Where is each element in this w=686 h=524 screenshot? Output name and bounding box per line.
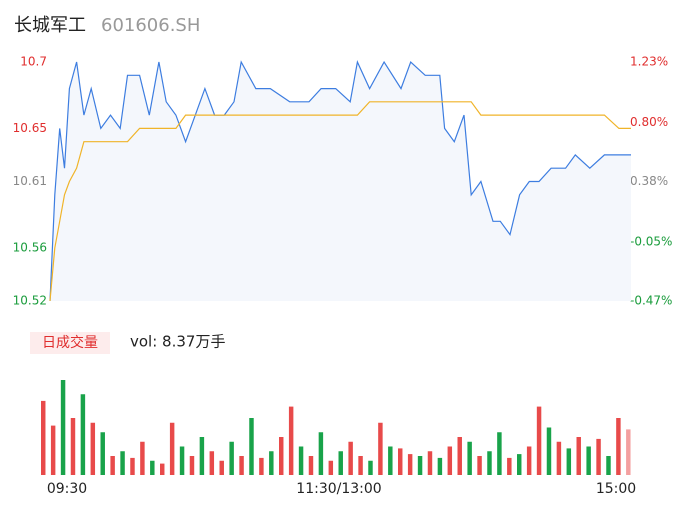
y2-tick-label: -0.47% xyxy=(630,294,672,308)
volume-bar xyxy=(626,429,631,475)
average-line xyxy=(49,101,631,302)
volume-bar xyxy=(477,456,482,475)
volume-bar xyxy=(70,418,76,475)
volume-bar xyxy=(41,400,46,475)
volume-bar xyxy=(209,451,215,475)
volume-bar xyxy=(229,441,234,475)
volume-label: 日成交量 xyxy=(42,334,98,351)
volume-bar xyxy=(328,460,334,475)
volume-bar xyxy=(130,457,135,475)
x-tick-label: 11:30/13:00 xyxy=(296,481,381,497)
volume-bar xyxy=(417,456,423,475)
stock-code: 601606.SH xyxy=(101,15,200,36)
volume-bar xyxy=(100,432,105,475)
volume-bar xyxy=(388,446,393,475)
volume-bar xyxy=(526,446,532,475)
volume-bar xyxy=(308,456,314,475)
volume-bar xyxy=(427,451,433,475)
volume-bar xyxy=(279,437,284,475)
y-tick-label: 10.56 xyxy=(13,240,47,254)
volume-bar xyxy=(507,457,512,475)
volume-bar xyxy=(80,394,86,475)
volume-bar xyxy=(407,454,413,475)
y-tick-label: 10.65 xyxy=(13,121,47,135)
volume-bar xyxy=(298,446,304,475)
y2-tick-label: 0.38% xyxy=(630,174,668,188)
volume-bar xyxy=(90,422,96,475)
volume-bar xyxy=(249,418,254,475)
volume-bar xyxy=(60,380,66,475)
volume-bar xyxy=(497,432,502,475)
volume-bar xyxy=(348,441,353,475)
volume-bar xyxy=(288,406,294,475)
volume-bar xyxy=(566,448,572,475)
volume-bar xyxy=(596,438,601,475)
volume-bar xyxy=(140,441,145,475)
volume-bar xyxy=(189,456,195,475)
volume-bar xyxy=(110,456,115,475)
x-tick-label: 09:30 xyxy=(47,481,87,497)
volume-bar xyxy=(169,422,175,475)
volume-bar xyxy=(338,451,343,475)
volume-bar xyxy=(160,463,165,475)
volume-bar xyxy=(606,456,611,475)
volume-bar xyxy=(556,441,562,475)
volume-bar xyxy=(259,457,264,475)
volume-bar xyxy=(447,446,453,475)
price-area xyxy=(50,62,631,301)
volume-bar xyxy=(586,446,591,475)
volume-bar xyxy=(616,418,621,475)
volume-bar xyxy=(378,422,383,475)
volume-bar xyxy=(318,432,324,475)
x-tick-label: 15:00 xyxy=(596,481,636,497)
volume-bar xyxy=(536,406,542,475)
volume-bar xyxy=(467,441,472,475)
y-tick-label: 10.52 xyxy=(13,294,47,308)
volume-total: vol: 8.37万手 xyxy=(130,333,225,351)
volume-label-box xyxy=(30,332,110,354)
volume-bar xyxy=(120,451,125,475)
volume-bar xyxy=(50,425,56,475)
volume-bar xyxy=(517,454,522,475)
volume-bar xyxy=(546,427,552,475)
y2-tick-label: 1.23% xyxy=(630,55,668,69)
volume-bar xyxy=(487,451,492,475)
volume-bar xyxy=(269,451,274,475)
volume-bar xyxy=(179,446,185,475)
volume-bar xyxy=(150,460,155,475)
volume-bar xyxy=(219,460,224,475)
stock-name: 长城军工 xyxy=(14,15,86,36)
price-line xyxy=(49,60,631,302)
y2-tick-label: 0.80% xyxy=(630,115,668,129)
volume-bar xyxy=(457,437,462,475)
volume-bar xyxy=(368,460,373,475)
volume-bar xyxy=(398,448,403,475)
volume-bar xyxy=(437,457,443,475)
volume-bar xyxy=(199,437,205,475)
volume-bar xyxy=(358,456,363,475)
y-tick-label: 10.7 xyxy=(20,55,47,69)
volume-bar xyxy=(239,456,244,475)
volume-bar xyxy=(576,437,581,475)
y-tick-label: 10.61 xyxy=(13,174,47,188)
y2-tick-label: -0.05% xyxy=(630,234,672,248)
